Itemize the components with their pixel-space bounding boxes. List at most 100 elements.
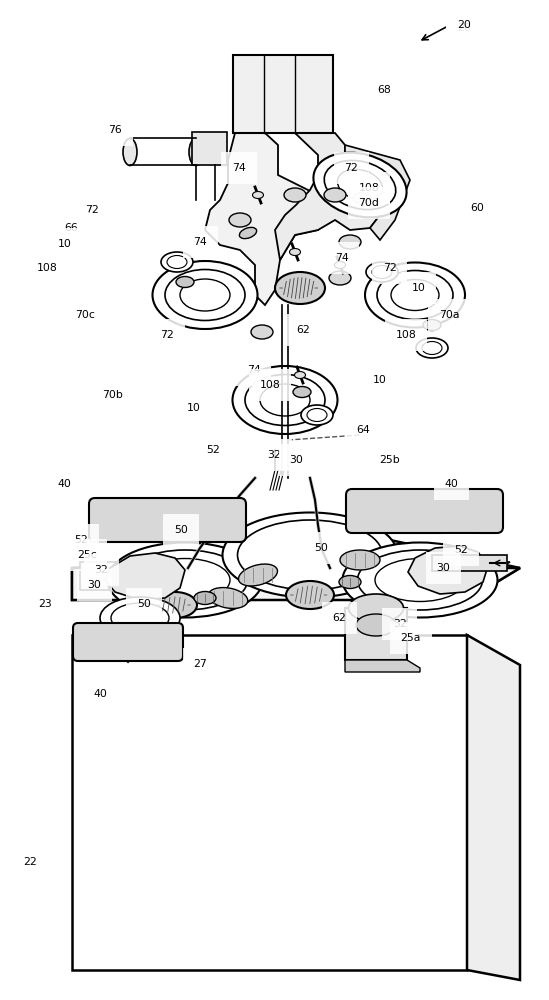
Ellipse shape <box>161 252 193 272</box>
Text: 62: 62 <box>296 325 310 335</box>
Text: 10: 10 <box>373 375 387 385</box>
Text: 25a: 25a <box>400 633 421 643</box>
Ellipse shape <box>372 265 392 278</box>
Text: 32: 32 <box>393 619 407 629</box>
Ellipse shape <box>324 188 346 202</box>
Text: 72: 72 <box>160 330 175 340</box>
Text: 40: 40 <box>58 479 72 489</box>
Text: 66: 66 <box>64 223 79 233</box>
Ellipse shape <box>167 255 187 268</box>
Ellipse shape <box>275 272 325 304</box>
Ellipse shape <box>140 558 230 601</box>
Ellipse shape <box>238 520 383 590</box>
Text: 62: 62 <box>332 613 346 623</box>
Text: 52: 52 <box>74 535 88 545</box>
Ellipse shape <box>232 366 338 434</box>
Text: 30: 30 <box>289 455 304 465</box>
Text: 10: 10 <box>58 239 72 249</box>
Text: 74: 74 <box>232 163 246 173</box>
Text: 68: 68 <box>377 85 391 95</box>
Ellipse shape <box>338 169 383 201</box>
Ellipse shape <box>108 542 262 617</box>
Ellipse shape <box>289 248 300 255</box>
Polygon shape <box>408 546 488 594</box>
Ellipse shape <box>377 270 453 320</box>
Text: 74: 74 <box>334 253 349 263</box>
Ellipse shape <box>324 160 396 210</box>
Ellipse shape <box>339 576 361 588</box>
Ellipse shape <box>313 153 407 217</box>
Ellipse shape <box>111 603 169 633</box>
Ellipse shape <box>422 342 442 355</box>
Bar <box>233 55 333 133</box>
Ellipse shape <box>307 408 327 422</box>
Ellipse shape <box>189 138 203 165</box>
Ellipse shape <box>294 371 305 378</box>
Text: 50: 50 <box>174 525 188 535</box>
Ellipse shape <box>165 269 245 320</box>
Text: 10: 10 <box>186 403 200 413</box>
Text: 23: 23 <box>38 599 52 609</box>
Polygon shape <box>275 133 380 260</box>
Polygon shape <box>105 553 185 600</box>
Ellipse shape <box>245 374 325 426</box>
Ellipse shape <box>366 262 398 282</box>
Ellipse shape <box>329 271 351 285</box>
Ellipse shape <box>293 386 311 397</box>
Text: 74: 74 <box>193 237 208 247</box>
Text: 72: 72 <box>85 205 99 215</box>
Text: 70c: 70c <box>75 310 95 320</box>
Text: 20: 20 <box>457 23 471 33</box>
Text: 40: 40 <box>444 479 458 489</box>
FancyBboxPatch shape <box>89 498 246 542</box>
Polygon shape <box>467 635 520 980</box>
Text: 20: 20 <box>457 20 471 30</box>
Ellipse shape <box>356 614 396 636</box>
Bar <box>192 132 227 165</box>
Ellipse shape <box>284 188 306 202</box>
Ellipse shape <box>153 261 257 329</box>
Polygon shape <box>345 145 410 240</box>
Text: 52: 52 <box>454 545 468 555</box>
Text: 72: 72 <box>383 263 397 273</box>
Ellipse shape <box>176 276 194 288</box>
Text: 25b: 25b <box>379 455 400 465</box>
Text: 50: 50 <box>314 543 328 553</box>
Ellipse shape <box>334 261 345 268</box>
Polygon shape <box>72 635 467 970</box>
Text: 74: 74 <box>247 365 261 375</box>
Text: 108: 108 <box>260 380 281 390</box>
Text: 108: 108 <box>36 263 57 273</box>
Text: 64: 64 <box>356 425 371 435</box>
Text: 30: 30 <box>87 580 102 590</box>
Text: 22: 22 <box>23 857 37 867</box>
Ellipse shape <box>375 558 465 601</box>
Ellipse shape <box>251 325 273 339</box>
Ellipse shape <box>340 550 380 570</box>
Text: 10: 10 <box>411 283 425 293</box>
Ellipse shape <box>123 138 137 165</box>
Ellipse shape <box>416 338 448 358</box>
Text: 27: 27 <box>193 659 208 669</box>
Ellipse shape <box>100 597 180 639</box>
Text: 70d: 70d <box>358 198 379 208</box>
Text: 70b: 70b <box>102 390 123 400</box>
Text: 108: 108 <box>358 183 379 193</box>
Ellipse shape <box>253 192 264 198</box>
Ellipse shape <box>353 192 371 204</box>
Bar <box>432 555 507 571</box>
Ellipse shape <box>349 594 404 622</box>
Ellipse shape <box>260 384 310 416</box>
Ellipse shape <box>423 320 441 330</box>
FancyBboxPatch shape <box>346 489 503 533</box>
Text: 72: 72 <box>344 163 358 173</box>
Ellipse shape <box>357 550 483 610</box>
Text: 108: 108 <box>396 330 417 340</box>
Text: 32: 32 <box>94 565 109 575</box>
Text: 52: 52 <box>206 445 220 455</box>
Ellipse shape <box>208 588 248 608</box>
Ellipse shape <box>222 512 397 597</box>
Ellipse shape <box>194 591 216 604</box>
Polygon shape <box>72 568 520 600</box>
Text: 50: 50 <box>137 599 151 609</box>
